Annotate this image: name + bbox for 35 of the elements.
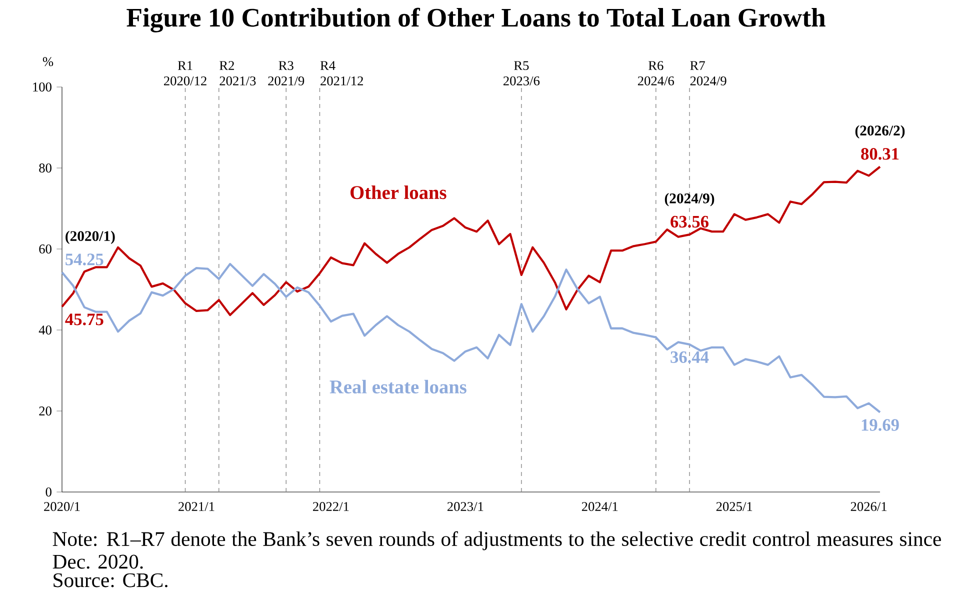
y-tick-label: 20 (39, 406, 52, 416)
chart-title: Figure 10 Contribution of Other Loans to Total Loan Growth (126, 8, 826, 32)
y-axis-title: % (42, 57, 54, 66)
data-label: 80.31 (861, 148, 899, 160)
annotation: (2024/9) (664, 193, 714, 206)
x-tick-label: 2024/1 (582, 502, 618, 512)
series-label: Real estate loans (330, 380, 466, 394)
series-label: Other loans (350, 185, 446, 200)
ref-line-label: R7 2024/9 (690, 61, 726, 86)
ref-line-label: R2 2021/3 (220, 61, 256, 86)
annotation: (2026/2) (855, 125, 905, 138)
x-tick-label: 2020/1 (44, 502, 80, 512)
ref-line-label: R1 2020/12 (164, 61, 206, 86)
data-label: 19.69 (862, 419, 899, 431)
x-tick-label: 2026/1 (850, 502, 887, 512)
annotation: (2020/1) (66, 230, 115, 244)
text: Note: R1–R7 denote the Bank’s seven rounds of adjustments to the selective credit control measures since Dec. 2020. (52, 531, 941, 569)
data-label: 36.44 (670, 351, 709, 364)
source-note: Source: CBC. (54, 573, 168, 588)
x-tick-label: 2021/1 (178, 502, 214, 512)
y-tick-label: 80 (39, 164, 52, 172)
data-label: 54.25 (66, 254, 104, 266)
ref-line-label: R4 2021/12 (320, 61, 363, 86)
ref-line-label: R5 2023/6 (503, 61, 540, 86)
y-tick-label: 100 (33, 82, 52, 92)
x-tick-label: 2025/1 (716, 502, 752, 512)
x-tick-label: 2023/1 (447, 502, 484, 512)
data-label: 63.56 (670, 216, 708, 228)
y-tick-label: 40 (38, 326, 52, 334)
data-label: 45.75 (65, 314, 104, 326)
x-tick-label: 2022/1 (313, 502, 349, 512)
ref-line-label: R6 2024/6 (638, 61, 674, 86)
y-tick-label: 60 (39, 244, 52, 254)
ref-line-label: R3 2021/9 (268, 61, 304, 86)
y-tick-label: 0 (46, 488, 52, 496)
